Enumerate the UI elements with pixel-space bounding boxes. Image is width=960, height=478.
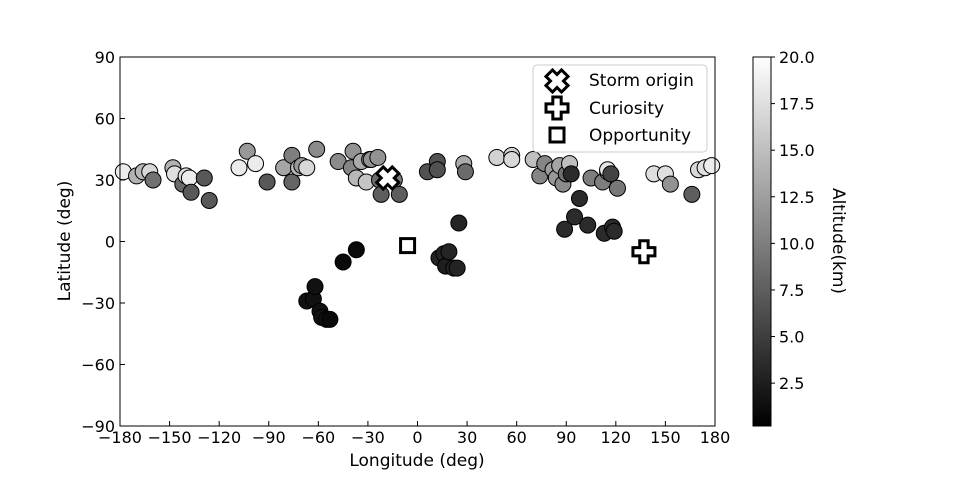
x-tick-label: −150	[148, 428, 192, 447]
data-point	[308, 140, 326, 158]
data-point	[448, 259, 466, 277]
x-tick-label: 120	[601, 428, 632, 447]
x-tick-label: −180	[98, 428, 142, 447]
data-point	[200, 192, 218, 209]
legend-icon-opportunity	[548, 126, 566, 144]
data-point	[369, 148, 387, 166]
x-tick-label: 60	[506, 428, 526, 447]
colorbar-tick-label: 17.5	[779, 95, 815, 114]
data-point	[703, 157, 721, 175]
data-point	[238, 142, 256, 160]
data-point	[608, 179, 626, 197]
data-point	[570, 189, 588, 207]
colorbar: 2.5 5.0 7.5 10.0 12.5 15.0 17.5 20.0 Altitude(k…	[752, 48, 848, 427]
colorbar-label: Altitude(km)	[828, 188, 848, 294]
data-point	[321, 310, 339, 328]
data-point	[566, 208, 584, 226]
colorbar-tick-label: 7.5	[779, 281, 804, 300]
data-point	[230, 159, 248, 177]
data-point	[683, 185, 701, 203]
colorbar-tick-label: 12.5	[779, 188, 815, 207]
data-point	[579, 216, 597, 234]
opportunity-marker	[399, 237, 417, 255]
legend-box	[532, 64, 708, 153]
data-point	[180, 169, 198, 187]
data-point	[428, 161, 446, 179]
x-tick-label: 180	[700, 428, 731, 447]
legend-label-curiosity: Curiosity	[589, 99, 664, 119]
x-axis-label: Longitude (deg)	[349, 451, 484, 471]
y-axis-ticks: −90 −60 −30 0 30 60 90	[81, 48, 125, 436]
legend-label-opportunity: Opportunity	[589, 126, 691, 146]
data-point	[195, 169, 213, 187]
y-tick-label: 90	[95, 48, 115, 67]
data-point	[605, 222, 623, 240]
x-tick-label: −90	[252, 428, 286, 447]
x-tick-label: −120	[197, 428, 241, 447]
data-point	[602, 165, 620, 183]
data-point	[247, 155, 265, 173]
y-tick-label: −60	[81, 356, 115, 375]
data-point	[347, 241, 365, 259]
colorbar-tick-label: 5.0	[779, 328, 804, 347]
data-point	[144, 171, 162, 189]
legend-icon-curiosity	[544, 95, 570, 121]
data-point	[503, 151, 521, 168]
data-point	[488, 148, 506, 166]
data-point	[562, 165, 580, 183]
x-tick-label: 0	[412, 428, 422, 447]
curiosity-marker	[631, 239, 657, 265]
colorbar-gradient	[752, 56, 772, 427]
storm-origin-marker	[374, 164, 401, 192]
colorbar-ticks: 2.5 5.0 7.5 10.0 12.5 15.0 17.5 20.0	[771, 48, 815, 393]
legend: Storm origin Curiosity Opportunity	[532, 64, 708, 153]
x-tick-label: 150	[650, 428, 681, 447]
data-point	[258, 173, 276, 191]
x-tick-label: −60	[301, 428, 335, 447]
x-axis-ticks: −180 −150 −120 −90 −60 −30 0 30 60 90 120 150 180	[98, 421, 730, 447]
colorbar-tick-label: 10.0	[779, 234, 815, 253]
data-point	[182, 183, 200, 201]
y-tick-label: −30	[81, 294, 115, 313]
y-tick-label: 60	[95, 110, 115, 129]
data-point	[556, 220, 574, 238]
x-tick-label: 30	[457, 428, 477, 447]
data-point	[390, 185, 408, 203]
y-tick-label: −90	[81, 417, 115, 436]
colorbar-tick-label: 2.5	[779, 374, 804, 393]
legend-icon-storm-origin	[543, 67, 571, 95]
data-point	[456, 163, 474, 181]
legend-label-storm-origin: Storm origin	[589, 71, 694, 91]
colorbar-tick-label: 20.0	[779, 48, 815, 67]
data-point	[450, 214, 468, 232]
data-point	[440, 243, 458, 261]
y-axis-label: Latitude (deg)	[55, 181, 75, 302]
y-tick-label: 0	[105, 233, 115, 252]
data-point	[298, 159, 316, 177]
data-point	[306, 278, 324, 296]
data-point	[283, 173, 301, 191]
x-tick-label: 90	[556, 428, 576, 447]
legend-icons	[543, 67, 571, 144]
site-markers	[374, 164, 657, 265]
data-point	[334, 253, 352, 271]
x-tick-label: −30	[351, 428, 385, 447]
colorbar-tick-label: 15.0	[779, 141, 815, 160]
data-point	[661, 175, 679, 193]
y-tick-label: 30	[95, 171, 115, 190]
